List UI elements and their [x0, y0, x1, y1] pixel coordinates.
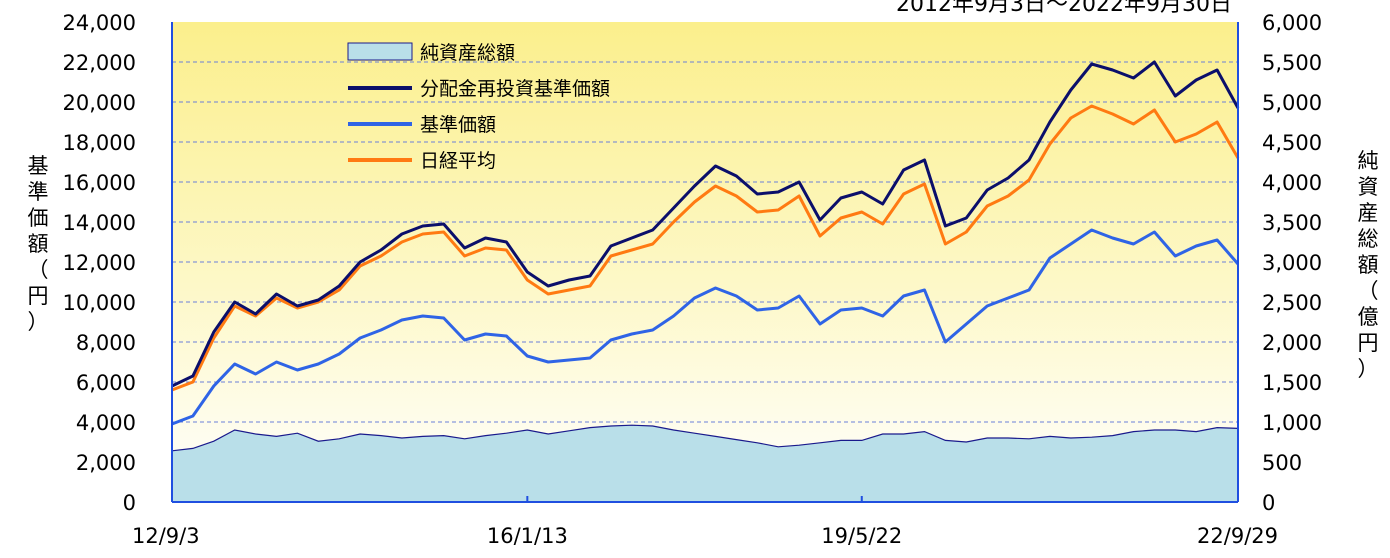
right-y-tick-labels: 0 500 1,000 1,500 2,000 2,500 3,000 3,500 4,000 4…: [1262, 11, 1322, 515]
x-tick-label: 16/1/13: [487, 524, 568, 548]
right-tick-label: 2,500: [1262, 291, 1322, 315]
right-tick-label: 5,500: [1262, 51, 1322, 75]
left-tick-label: 10,000: [63, 291, 136, 315]
series-area-net-assets: [172, 425, 1238, 502]
left-tick-label: 24,000: [63, 11, 136, 35]
left-y-axis-label: 基準価額（円）: [28, 154, 49, 334]
right-tick-label: 1,000: [1262, 411, 1322, 435]
left-tick-label: 18,000: [63, 131, 136, 155]
legend-swatch: [347, 42, 413, 61]
left-tick-label: 6,000: [76, 371, 136, 395]
left-tick-label: 20,000: [63, 91, 136, 115]
series-line-reinvested-base-price: [171, 60, 1240, 388]
left-tick-label: 12,000: [63, 251, 136, 275]
legend-label: 純資産総額: [420, 42, 515, 64]
right-tick-label: 4,500: [1262, 131, 1322, 155]
left-tick-label: 14,000: [63, 211, 136, 235]
left-tick-label: 22,000: [63, 51, 136, 75]
left-tick-label: 8,000: [76, 331, 136, 355]
left-tick-label: 2,000: [76, 451, 136, 475]
x-tick-label: 19/5/22: [821, 524, 902, 548]
right-tick-label: 2,000: [1262, 331, 1322, 355]
right-tick-label: 4,000: [1262, 171, 1322, 195]
x-tick-labels: 12/9/3 16/1/13 19/5/22 22/9/29: [132, 496, 1278, 548]
left-tick-label: 4,000: [76, 411, 136, 435]
left-tick-label: 16,000: [63, 171, 136, 195]
period-label: 2012年9月3日～2022年9月30日: [896, 0, 1232, 17]
legend-label: 基準価額: [420, 114, 496, 136]
left-tick-label: 0: [123, 491, 136, 515]
left-y-tick-labels: 0 2,000 4,000 6,000 8,000 10,000 12,000 14,000 1…: [63, 11, 136, 515]
series-line-net-assets-outline: [171, 424, 1239, 452]
right-tick-label: 5,000: [1262, 91, 1322, 115]
legend-label: 日経平均: [420, 150, 496, 172]
right-tick-label: 3,000: [1262, 251, 1322, 275]
right-tick-label: 0: [1262, 491, 1275, 515]
right-tick-label: 3,500: [1262, 211, 1322, 235]
right-tick-label: 6,000: [1262, 11, 1322, 35]
x-tick-label: 12/9/3: [132, 524, 200, 548]
right-y-axis-label: 純資産総額（億円）: [1358, 149, 1379, 381]
right-tick-label: 1,500: [1262, 371, 1322, 395]
x-tick-label: 22/9/29: [1197, 524, 1278, 548]
right-tick-label: 500: [1262, 451, 1302, 475]
legend-label: 分配金再投資基準価額: [420, 78, 610, 100]
series-line-nikkei: [171, 104, 1240, 392]
series-line-base-price: [171, 228, 1240, 426]
